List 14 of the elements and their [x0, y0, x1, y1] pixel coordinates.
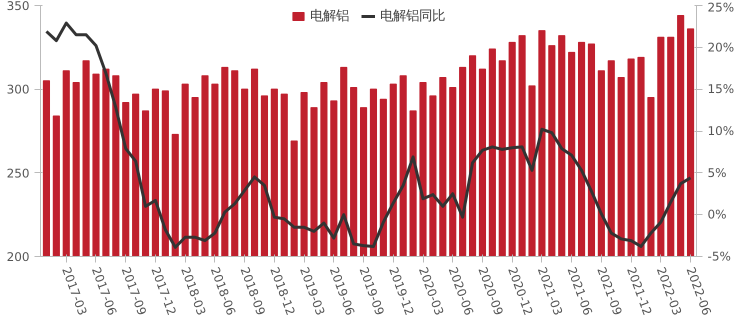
- legend-label: 电解铝: [310, 8, 349, 25]
- y2-tick-label: 5%: [708, 166, 727, 180]
- y2-tick-label: -5%: [708, 250, 731, 264]
- y2-tick-label: 0%: [708, 208, 727, 222]
- legend-label: 电解铝同比: [380, 8, 445, 25]
- y-tick-label: 200: [6, 250, 30, 264]
- y2-tick-label: 20%: [708, 40, 734, 54]
- y2-tick-label: 25%: [708, 0, 734, 14]
- y2-tick-label: 10%: [708, 124, 734, 138]
- y-tick-label: 350: [6, 0, 30, 13]
- line-series: [44, 22, 692, 249]
- y2-tick-label: 15%: [708, 82, 734, 96]
- y-tick-label: 300: [6, 82, 30, 97]
- y-tick-label: 250: [6, 166, 30, 180]
